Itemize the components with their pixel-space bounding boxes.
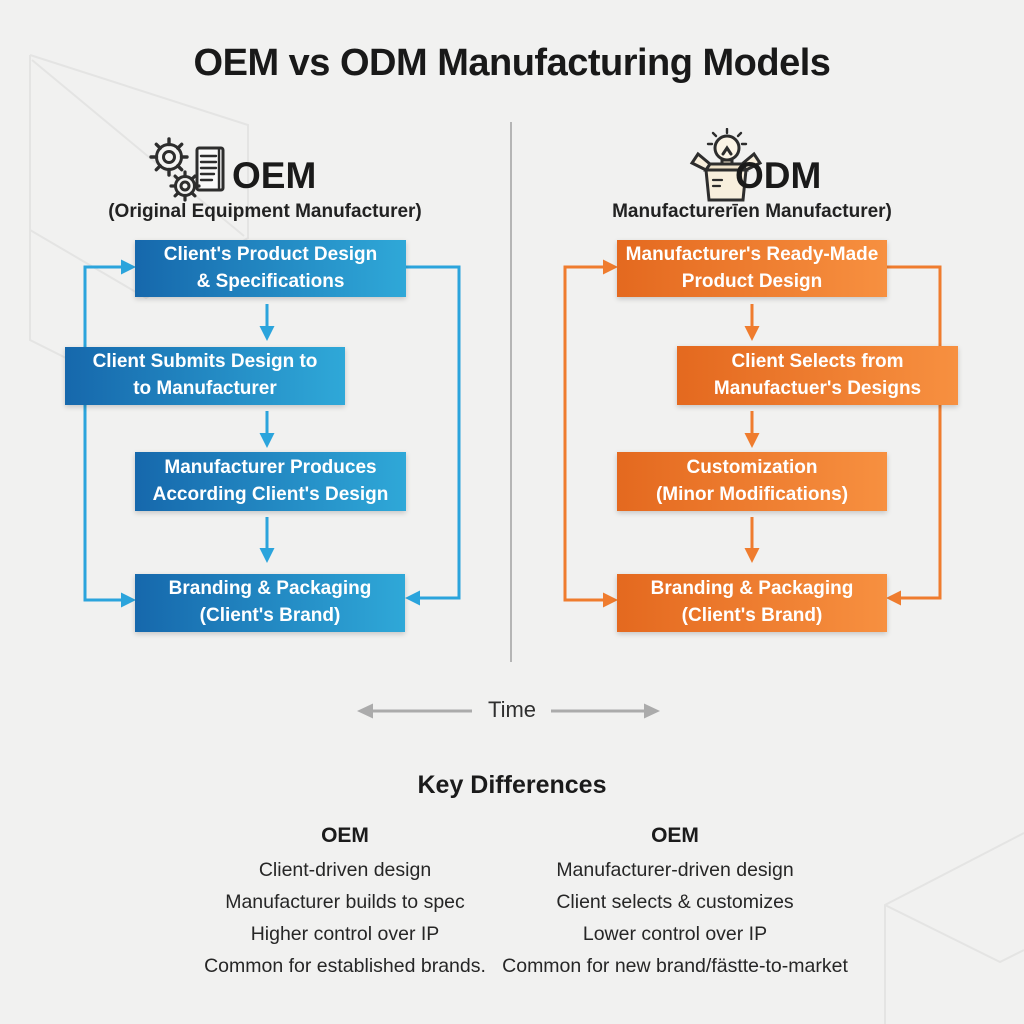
gears-document-icon bbox=[149, 137, 225, 202]
list-item: Manufacturer builds to spec bbox=[225, 891, 465, 913]
oem-step-3: Manufacturer Produces According Client's… bbox=[135, 452, 406, 511]
odm-step-2: Client Selects from Manufactuer's Design… bbox=[677, 346, 958, 405]
key-differences-odm-column: OEM Manufacturer-driven design Client se… bbox=[460, 824, 890, 987]
time-axis-label: Time bbox=[487, 697, 537, 722]
list-item: Manufacturer-driven design bbox=[556, 859, 794, 881]
key-differences-left-title: OEM bbox=[321, 824, 369, 847]
list-item: Common for established brands. bbox=[204, 955, 486, 977]
list-item: Lower control over IP bbox=[582, 923, 768, 945]
oem-title: OEM bbox=[232, 155, 317, 196]
list-item: Common for new brand/fästte-to-market bbox=[502, 955, 848, 977]
list-item: Client selects & customizes bbox=[556, 891, 794, 913]
oem-step-4: Branding & Packaging (Client's Brand) bbox=[135, 574, 405, 632]
list-item: Client-driven design bbox=[258, 859, 432, 881]
time-axis-arrows bbox=[357, 703, 660, 719]
box-lightbulb-icon bbox=[689, 128, 763, 202]
odm-title: ODM bbox=[735, 155, 822, 196]
odm-step-1: Manufacturer's Ready-Made Product Design bbox=[617, 240, 887, 297]
odm-step-4: Branding & Packaging (Client's Brand) bbox=[617, 574, 887, 632]
oem-step-1: Client's Product Design & Specifications bbox=[135, 240, 406, 297]
page-title: OEM vs ODM Manufacturing Models bbox=[193, 42, 831, 84]
odm-step-3: Customization (Minor Modifications) bbox=[617, 452, 887, 511]
key-differences-right-title: OEM bbox=[651, 824, 699, 847]
key-differences-oem-column: OEM Client-driven design Manufacturer bu… bbox=[135, 824, 555, 987]
odm-subtitle: Manufacturerīen Manufacturer) bbox=[612, 201, 892, 222]
list-item: Higher control over IP bbox=[250, 923, 440, 945]
oem-subtitle: (Original Equipment Manufacturer) bbox=[108, 201, 422, 222]
oem-step-2: Client Submits Design to to Manufacturer bbox=[65, 347, 345, 405]
key-differences-heading: Key Differences bbox=[417, 771, 607, 799]
column-divider bbox=[510, 122, 512, 662]
oem-flow-connectors bbox=[83, 259, 461, 608]
odm-flow-connectors bbox=[563, 259, 942, 608]
